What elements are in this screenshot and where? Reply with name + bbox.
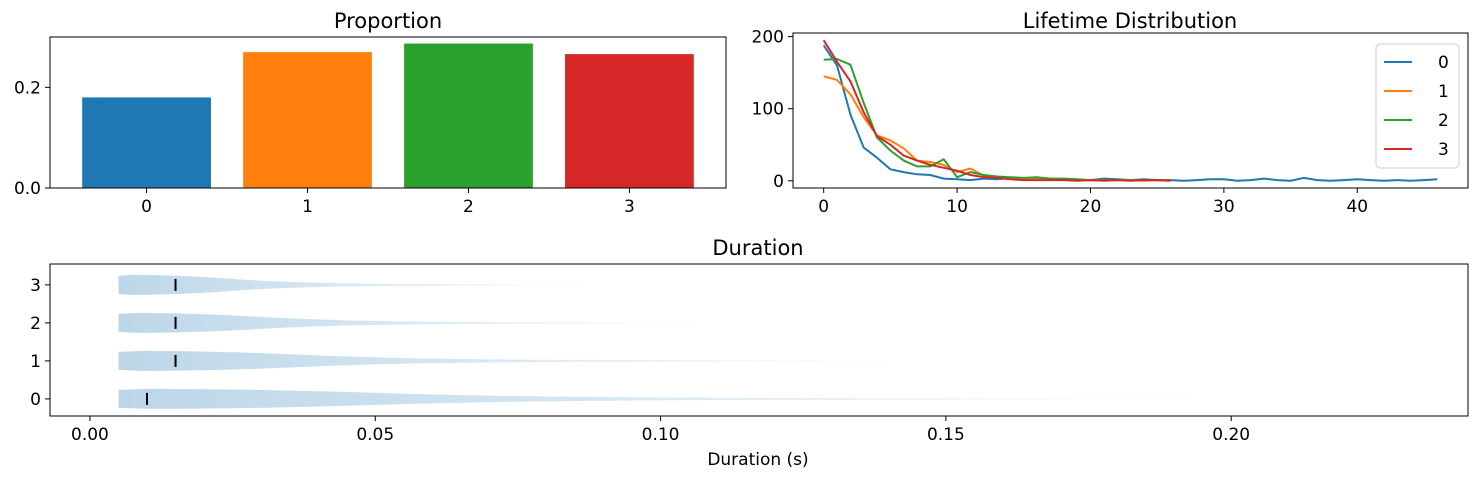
bar-2 bbox=[404, 43, 533, 188]
legend-box bbox=[1375, 43, 1460, 169]
proportion-axes: Proportion 0 1 2 3 0.0 0.2 bbox=[14, 9, 727, 217]
duration-title: Duration bbox=[712, 236, 803, 260]
proportion-title: Proportion bbox=[334, 9, 442, 33]
violin-1 bbox=[118, 350, 889, 371]
duration-axes: Duration Duration (s) 0 1 2 3 0.00 0.05 0.10 0.… bbox=[30, 236, 1469, 470]
violin-3 bbox=[118, 274, 587, 295]
x-tick-label: 1 bbox=[302, 197, 313, 217]
x-tick-label: 40 bbox=[1346, 197, 1368, 217]
y-tick-label: 0.2 bbox=[14, 78, 41, 98]
bar-3 bbox=[565, 54, 694, 188]
bar-1 bbox=[243, 52, 372, 188]
x-tick-label: 3 bbox=[624, 197, 635, 217]
x-tick-label: 0.00 bbox=[71, 425, 109, 445]
x-tick-label: 0.15 bbox=[927, 425, 965, 445]
axes-frame bbox=[792, 32, 1469, 189]
y-tick-label: 200 bbox=[752, 28, 784, 48]
duration-xlabel: Duration (s) bbox=[707, 450, 808, 470]
x-tick-label: 0 bbox=[818, 197, 829, 217]
x-tick-label: 30 bbox=[1213, 197, 1235, 217]
violin-2 bbox=[118, 312, 707, 333]
y-tick-label: 2 bbox=[30, 314, 41, 334]
y-tick-label: 0 bbox=[773, 172, 784, 192]
axes-frame bbox=[49, 263, 1469, 417]
x-tick-label: 20 bbox=[1080, 197, 1102, 217]
y-tick-label: 0.0 bbox=[14, 179, 41, 199]
y-tick-label: 3 bbox=[30, 276, 41, 296]
axes-frame bbox=[49, 36, 727, 189]
bar-0 bbox=[82, 97, 211, 188]
line-series-2 bbox=[823, 58, 1171, 182]
y-tick-label: 100 bbox=[752, 100, 784, 120]
legend-label-1: 1 bbox=[1438, 82, 1449, 102]
lifetime-title: Lifetime Distribution bbox=[1023, 9, 1237, 33]
x-tick-label: 10 bbox=[946, 197, 968, 217]
y-tick-label: 0 bbox=[30, 390, 41, 410]
x-tick-label: 0.20 bbox=[1212, 425, 1250, 445]
x-tick-label: 0 bbox=[141, 197, 152, 217]
x-tick-label: 2 bbox=[463, 197, 474, 217]
legend-label-0: 0 bbox=[1438, 53, 1449, 73]
legend-label-3: 3 bbox=[1438, 140, 1449, 160]
x-tick-label: 0.05 bbox=[356, 425, 394, 445]
legend-label-2: 2 bbox=[1438, 111, 1449, 131]
violin-0 bbox=[118, 388, 1192, 409]
lifetime-axes: Lifetime Distribution 0 10 20 30 40 0 100 200 0 1… bbox=[752, 9, 1469, 217]
y-tick-label: 1 bbox=[30, 352, 41, 372]
line-series-3 bbox=[822, 39, 1171, 182]
x-tick-label: 0.10 bbox=[642, 425, 680, 445]
line-series-1 bbox=[823, 75, 1171, 182]
legend: 0 1 2 3 bbox=[1375, 43, 1460, 169]
